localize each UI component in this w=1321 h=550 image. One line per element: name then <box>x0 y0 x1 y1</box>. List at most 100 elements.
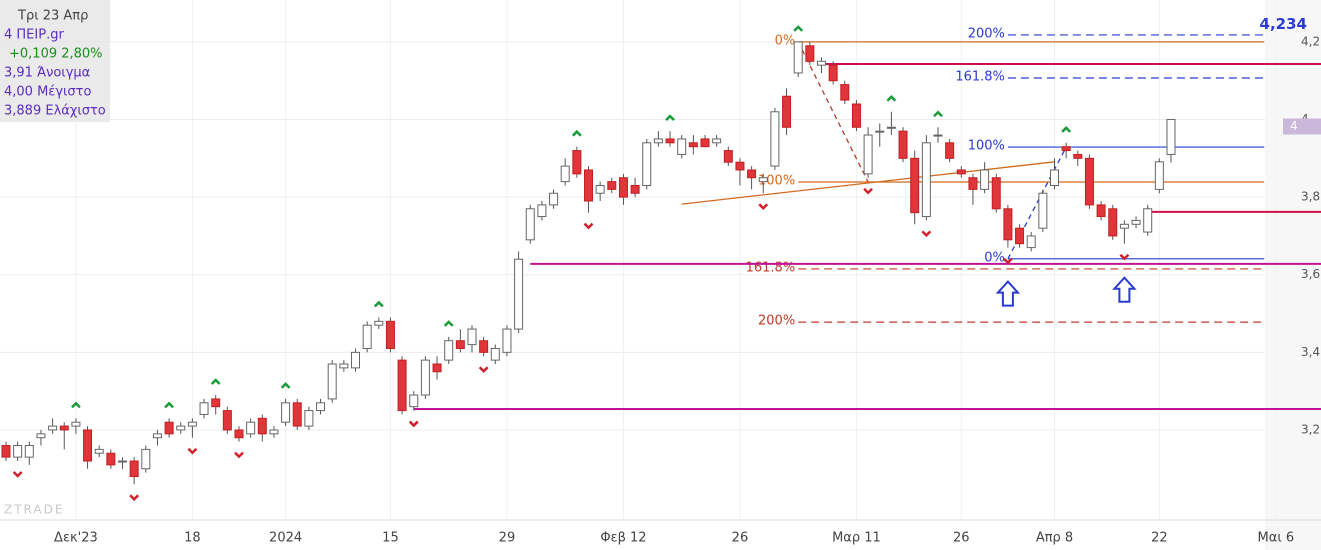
candle-body <box>525 208 535 241</box>
candle-body <box>420 359 430 396</box>
candle-body <box>152 433 162 439</box>
signal-up <box>280 382 291 389</box>
signal-down <box>583 222 594 230</box>
signal-down <box>478 366 489 374</box>
candle-body <box>758 177 768 183</box>
trend-line <box>681 161 1055 205</box>
signal-down <box>758 203 769 211</box>
candle-body <box>642 142 652 186</box>
candle-body <box>653 138 663 144</box>
last-price-label: 4 <box>1290 119 1298 133</box>
signal-down <box>863 187 873 195</box>
signal-up <box>886 94 897 102</box>
candle-body <box>339 363 349 369</box>
candle-body <box>875 130 885 133</box>
signal-down <box>187 447 198 455</box>
candle-body <box>304 410 314 427</box>
candle-body <box>933 134 943 137</box>
candle-body <box>479 340 489 353</box>
info-line: 3,889 Ελάχιστο <box>4 104 106 119</box>
candle-body <box>59 425 69 431</box>
candle-body <box>1050 169 1059 186</box>
candle-body <box>1026 235 1036 249</box>
info-line: 4,00 Μέγιστο <box>4 85 91 100</box>
candle-body <box>444 340 454 361</box>
fib-label: 161.8% <box>955 70 1005 85</box>
candle-body <box>898 130 908 159</box>
candle-body <box>1 444 11 458</box>
candle-body <box>677 138 687 155</box>
candle-body <box>490 347 500 361</box>
signal-down <box>234 451 244 459</box>
candle-body <box>770 111 780 167</box>
signal-up <box>71 401 81 409</box>
candle-body <box>467 328 477 346</box>
signal-arrow <box>1112 276 1137 303</box>
candle-body <box>1143 208 1153 233</box>
candle-body <box>886 126 896 129</box>
last-price-box <box>1283 118 1321 135</box>
candle-body <box>537 204 547 218</box>
x-tick-label: 29 <box>499 531 516 546</box>
fib-label: 200% <box>968 26 1005 41</box>
candle-body <box>793 41 803 74</box>
signal-up <box>373 300 384 308</box>
y-tick-label: 3,6 <box>1301 267 1320 281</box>
candle-body <box>362 324 372 349</box>
candle-body <box>1084 157 1094 206</box>
signal-down <box>12 471 23 478</box>
signal-up <box>210 378 221 385</box>
candle-body <box>700 138 710 148</box>
candle-body <box>83 429 93 462</box>
candle-body <box>13 444 23 458</box>
candle-body <box>572 150 582 175</box>
candle-body <box>549 192 559 206</box>
candle-body <box>106 452 116 466</box>
signal-down <box>408 420 419 428</box>
candle-body <box>665 138 675 144</box>
candle-body <box>607 181 617 190</box>
signal-up <box>665 114 675 122</box>
info-box <box>0 0 110 122</box>
candle-body <box>805 45 815 62</box>
candle-body <box>141 448 151 470</box>
candle-body <box>991 177 1001 210</box>
candle-body <box>840 84 850 101</box>
candle-body <box>455 340 465 349</box>
candle-body <box>723 150 733 163</box>
candle-body <box>118 460 127 463</box>
fib-label: 0% <box>775 33 796 48</box>
candle-body <box>782 95 792 128</box>
y-tick-label: 3,4 <box>1301 345 1320 359</box>
candle-body <box>828 64 838 82</box>
fib-label: 161.8% <box>746 260 796 275</box>
signal-up <box>164 401 174 409</box>
signal-up <box>571 129 582 137</box>
price-label: 4,234 <box>1260 15 1307 33</box>
candle-body <box>921 142 931 218</box>
x-tick-label: Δεκ'23 <box>54 531 98 546</box>
candle-body <box>234 429 244 439</box>
candle-body <box>281 402 291 423</box>
fib-label: 100% <box>968 139 1005 154</box>
candle-body <box>432 363 442 373</box>
candle-body <box>385 320 395 349</box>
info-line: Τρι 23 Απρ <box>17 9 88 24</box>
candle-body <box>1154 161 1164 190</box>
candle-body <box>94 448 104 454</box>
info-line: 4 ΠΕΙΡ.gr <box>4 28 64 43</box>
y-tick-label: 3,2 <box>1301 422 1320 436</box>
fib-label: 200% <box>758 314 795 329</box>
x-tick-label: 26 <box>953 531 970 546</box>
candle-body <box>618 177 628 198</box>
candle-body <box>129 460 139 478</box>
candle-body <box>222 410 232 431</box>
candle-body <box>630 184 640 194</box>
candle-body <box>316 402 326 412</box>
candle-body <box>292 402 302 427</box>
candle-body <box>1119 223 1129 229</box>
y-tick-label: 3,8 <box>1301 190 1320 204</box>
candle-body <box>910 157 920 214</box>
